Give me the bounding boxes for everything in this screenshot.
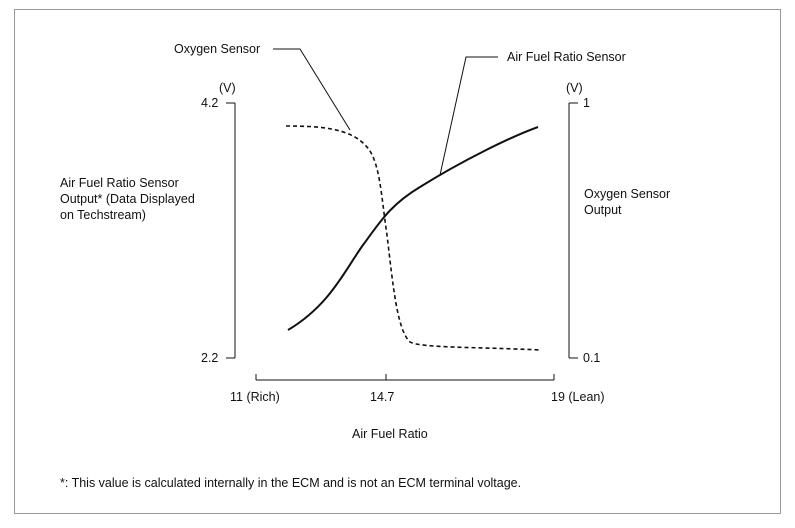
left-axis-label-line-1: Air Fuel Ratio Sensor <box>60 176 179 190</box>
x-tick-rich: 11 (Rich) <box>230 390 280 404</box>
oxygen-sensor-callout: Oxygen Sensor <box>174 42 261 56</box>
left-axis-label-line-2: Output* (Data Displayed <box>60 192 195 206</box>
right-axis-label: Oxygen Sensor Output <box>584 186 670 218</box>
af-sensor-curve <box>287 126 539 331</box>
footnote: *: This value is calculated internally i… <box>60 476 522 490</box>
right-axis-max: 1 <box>583 96 590 110</box>
oxygen-sensor-leader <box>273 48 351 131</box>
x-axis <box>255 374 555 381</box>
left-axis-max: 4.2 <box>201 96 219 110</box>
diagram-frame <box>14 9 781 514</box>
right-axis-min: 0.1 <box>583 351 601 365</box>
left-axis-label: Air Fuel Ratio Sensor Output* (Data Disp… <box>60 175 195 223</box>
left-axis <box>226 102 236 359</box>
oxygen-sensor-curve <box>285 125 541 351</box>
left-axis-min: 2.2 <box>201 351 219 365</box>
right-axis-label-line-2: Output <box>584 203 622 217</box>
x-tick-stoich: 14.7 <box>370 390 395 404</box>
x-tick-lean: 19 (Lean) <box>551 390 605 404</box>
right-axis-label-line-1: Oxygen Sensor <box>584 187 671 201</box>
left-axis-unit: (V) <box>219 81 236 95</box>
x-axis-label: Air Fuel Ratio <box>352 427 428 441</box>
right-axis <box>568 102 578 359</box>
right-axis-unit: (V) <box>566 81 583 95</box>
left-axis-label-line-3: on Techstream) <box>60 208 146 222</box>
af-sensor-callout: Air Fuel Ratio Sensor <box>507 50 626 64</box>
af-sensor-leader <box>439 56 498 176</box>
